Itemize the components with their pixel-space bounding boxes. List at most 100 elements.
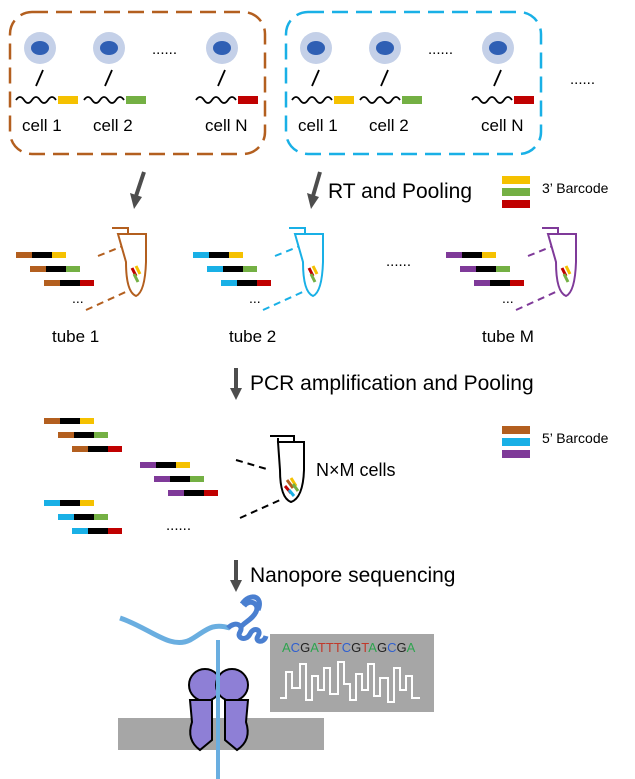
cdna-segment [60,500,80,506]
barcoded-read [44,280,94,286]
barcode-5prime [168,490,184,496]
legend-swatch [502,438,530,446]
barcoded-read [154,476,204,482]
cdna-segment [156,462,176,468]
barcode-3prime [204,490,218,496]
link-line [104,69,113,87]
sequence-text: ACGATTTCGTAGCGA [282,640,416,655]
read-ellipsis: ... [72,290,84,306]
cdna-segment [237,280,257,286]
cell-label: cell 2 [93,116,133,135]
dashed-link [85,289,131,311]
cdna-segment [88,446,108,452]
barcoded-read [168,490,218,496]
barcode-3prime [176,462,190,468]
barcode-5prime [44,418,60,424]
arrow-down-icon [307,171,322,209]
cell-ellipsis: ...... [152,41,177,58]
barcode-5prime [44,500,60,506]
nanopore-protein [188,668,250,752]
cell-ellipsis: ...... [428,41,453,58]
barcoded-read [72,528,122,534]
tube-label: tube 2 [229,327,276,346]
cell-icon [482,32,514,64]
mrna-wave [15,96,57,104]
barcode-5prime [16,252,32,258]
barcode-5prime [44,280,60,286]
cell-icon [93,32,125,64]
barcoded-read [474,280,524,286]
cdna-segment [184,490,204,496]
barcode-5prime [221,280,237,286]
barcoded-read [16,252,66,258]
cell-label: cell 1 [298,116,338,135]
barcode-5prime [207,266,223,272]
link-line [217,69,226,87]
barcode-3prime [66,266,80,272]
barcoded-read [58,514,108,520]
barcode-3prime [58,96,78,104]
barcode-5prime [140,462,156,468]
barcode-5prime [446,252,462,258]
barcoded-read [460,266,510,272]
cdna-segment [462,252,482,258]
cdna-segment [170,476,190,482]
cell-icon [369,32,401,64]
step-pcr-pooling: PCR amplification and Pooling [250,372,534,395]
legend-swatch [502,176,530,184]
squiggle-signal [280,661,420,703]
mrna-wave [471,96,513,104]
cdna-segment [74,432,94,438]
barcode-5prime [154,476,170,482]
legend-swatch [502,426,530,434]
legend-swatch [502,450,530,458]
legend-swatch [502,188,530,196]
tube-group: ... tube 1 [16,227,147,346]
barcode-3prime [80,280,94,286]
step-nanopore: Nanopore sequencing [250,564,456,587]
barcode-3prime [108,446,122,452]
cell-icon [300,32,332,64]
cell-box-2: ...... cell 1 cell 2 cell N [284,10,543,156]
cell-label: cell 2 [369,116,409,135]
barcoded-read [58,432,108,438]
dashed-link [262,289,308,311]
arrow-down-icon [230,368,242,400]
barcode-3prime [243,266,257,272]
tube-label: tube 1 [52,327,99,346]
tube-icon [112,227,147,298]
dna-helix [226,599,269,644]
mrna-wave [195,96,237,104]
link-line [493,69,502,87]
arrow-down-icon [130,171,146,209]
cdna-segment [60,280,80,286]
legend-3prime-label: 3’ Barcode [542,180,609,196]
cell-icon [206,32,238,64]
cdna-segment [223,266,243,272]
barcode-3prime [257,280,271,286]
barcoded-read [30,266,80,272]
cdna-segment [209,252,229,258]
step-rt-pooling: RT and Pooling [328,180,472,203]
barcode-5prime [30,266,46,272]
membrane [118,718,324,750]
cdna-segment [476,266,496,272]
tube-icon [542,227,577,298]
barcode-5prime [474,280,490,286]
arrow-down-icon [230,560,242,592]
tube-label: tube M [482,327,534,346]
boxes-ellipsis: ...... [570,71,595,88]
barcode-3prime [482,252,496,258]
pooled-tube [235,435,305,519]
barcode-3prime [94,432,108,438]
tubes-ellipsis: ...... [386,253,411,270]
barcode-3prime [510,280,524,286]
barcode-3prime [80,418,94,424]
read-ellipsis: ... [249,290,261,306]
mrna-wave [359,96,401,104]
mrna-wave [83,96,125,104]
cdna-segment [32,252,52,258]
barcoded-read [72,446,122,452]
legend-5prime: 5’ Barcode [502,426,609,458]
barcode-3prime [126,96,146,104]
